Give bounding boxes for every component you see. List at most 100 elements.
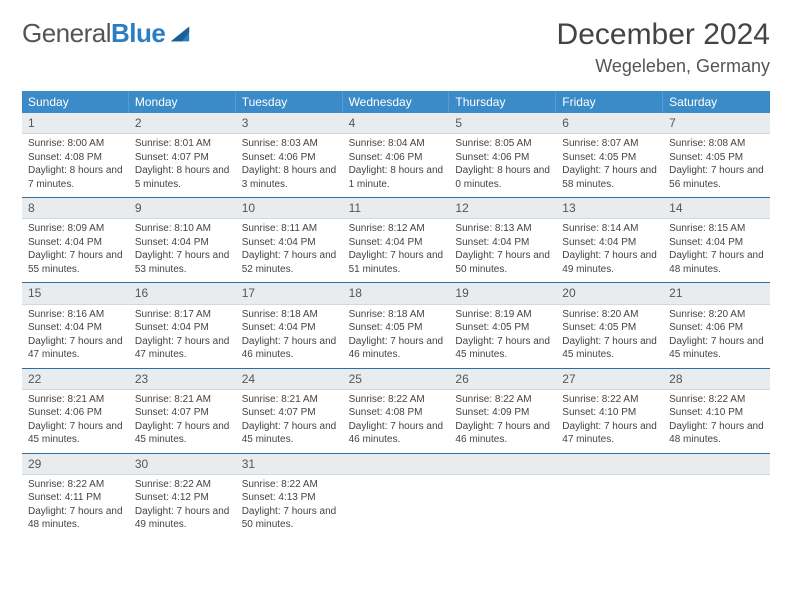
day-number: 12 xyxy=(449,198,556,219)
daylight-text: Daylight: 8 hours and 7 minutes. xyxy=(28,164,123,191)
day-body: Sunrise: 8:20 AMSunset: 4:06 PMDaylight:… xyxy=(663,305,770,368)
sunrise-text: Sunrise: 8:22 AM xyxy=(669,393,764,407)
daylight-text: Daylight: 7 hours and 47 minutes. xyxy=(135,335,230,362)
header: GeneralBlue December 2024 Wegeleben, Ger… xyxy=(22,18,770,77)
sunset-text: Sunset: 4:05 PM xyxy=(669,151,764,165)
day-number: 15 xyxy=(22,283,129,304)
daylight-text: Daylight: 7 hours and 49 minutes. xyxy=(562,249,657,276)
day-number: 31 xyxy=(236,454,343,475)
sunset-text: Sunset: 4:04 PM xyxy=(242,321,337,335)
calendar-day: 27Sunrise: 8:22 AMSunset: 4:10 PMDayligh… xyxy=(556,369,663,453)
day-number: . xyxy=(556,454,663,475)
daylight-text: Daylight: 8 hours and 5 minutes. xyxy=(135,164,230,191)
calendar-day: 29Sunrise: 8:22 AMSunset: 4:11 PMDayligh… xyxy=(22,454,129,538)
day-body: Sunrise: 8:22 AMSunset: 4:10 PMDaylight:… xyxy=(556,390,663,453)
sunrise-text: Sunrise: 8:01 AM xyxy=(135,137,230,151)
day-number: 11 xyxy=(343,198,450,219)
day-body: Sunrise: 8:18 AMSunset: 4:05 PMDaylight:… xyxy=(343,305,450,368)
day-body: Sunrise: 8:16 AMSunset: 4:04 PMDaylight:… xyxy=(22,305,129,368)
day-body: Sunrise: 8:08 AMSunset: 4:05 PMDaylight:… xyxy=(663,134,770,197)
daylight-text: Daylight: 7 hours and 56 minutes. xyxy=(669,164,764,191)
daylight-text: Daylight: 7 hours and 46 minutes. xyxy=(349,335,444,362)
sunrise-text: Sunrise: 8:21 AM xyxy=(28,393,123,407)
daylight-text: Daylight: 7 hours and 48 minutes. xyxy=(28,505,123,532)
sunset-text: Sunset: 4:06 PM xyxy=(669,321,764,335)
day-body: Sunrise: 8:00 AMSunset: 4:08 PMDaylight:… xyxy=(22,134,129,197)
daylight-text: Daylight: 7 hours and 53 minutes. xyxy=(135,249,230,276)
sunset-text: Sunset: 4:08 PM xyxy=(349,406,444,420)
calendar-day: . xyxy=(449,454,556,538)
calendar-day: 26Sunrise: 8:22 AMSunset: 4:09 PMDayligh… xyxy=(449,369,556,453)
calendar-day: 14Sunrise: 8:15 AMSunset: 4:04 PMDayligh… xyxy=(663,198,770,282)
sunset-text: Sunset: 4:04 PM xyxy=(28,236,123,250)
sunrise-text: Sunrise: 8:22 AM xyxy=(349,393,444,407)
calendar-week: 22Sunrise: 8:21 AMSunset: 4:06 PMDayligh… xyxy=(22,369,770,454)
calendar-day: 17Sunrise: 8:18 AMSunset: 4:04 PMDayligh… xyxy=(236,283,343,367)
calendar-day: . xyxy=(663,454,770,538)
day-body: Sunrise: 8:12 AMSunset: 4:04 PMDaylight:… xyxy=(343,219,450,282)
calendar-week: 29Sunrise: 8:22 AMSunset: 4:11 PMDayligh… xyxy=(22,454,770,538)
sunrise-text: Sunrise: 8:09 AM xyxy=(28,222,123,236)
calendar-day: 25Sunrise: 8:22 AMSunset: 4:08 PMDayligh… xyxy=(343,369,450,453)
daylight-text: Daylight: 7 hours and 50 minutes. xyxy=(242,505,337,532)
sunset-text: Sunset: 4:11 PM xyxy=(28,491,123,505)
sunrise-text: Sunrise: 8:07 AM xyxy=(562,137,657,151)
day-body: Sunrise: 8:13 AMSunset: 4:04 PMDaylight:… xyxy=(449,219,556,282)
day-body: Sunrise: 8:04 AMSunset: 4:06 PMDaylight:… xyxy=(343,134,450,197)
sunrise-text: Sunrise: 8:13 AM xyxy=(455,222,550,236)
daylight-text: Daylight: 8 hours and 1 minute. xyxy=(349,164,444,191)
sunset-text: Sunset: 4:04 PM xyxy=(135,236,230,250)
daylight-text: Daylight: 7 hours and 45 minutes. xyxy=(562,335,657,362)
title-block: December 2024 Wegeleben, Germany xyxy=(557,18,770,77)
daylight-text: Daylight: 7 hours and 45 minutes. xyxy=(242,420,337,447)
sunrise-text: Sunrise: 8:22 AM xyxy=(562,393,657,407)
calendar-day: . xyxy=(343,454,450,538)
day-body: Sunrise: 8:10 AMSunset: 4:04 PMDaylight:… xyxy=(129,219,236,282)
day-number: 16 xyxy=(129,283,236,304)
calendar-day: 7Sunrise: 8:08 AMSunset: 4:05 PMDaylight… xyxy=(663,113,770,197)
day-body: Sunrise: 8:05 AMSunset: 4:06 PMDaylight:… xyxy=(449,134,556,197)
sunset-text: Sunset: 4:06 PM xyxy=(242,151,337,165)
day-body: Sunrise: 8:03 AMSunset: 4:06 PMDaylight:… xyxy=(236,134,343,197)
daylight-text: Daylight: 7 hours and 48 minutes. xyxy=(669,249,764,276)
calendar-day: 1Sunrise: 8:00 AMSunset: 4:08 PMDaylight… xyxy=(22,113,129,197)
sunset-text: Sunset: 4:13 PM xyxy=(242,491,337,505)
sunset-text: Sunset: 4:06 PM xyxy=(28,406,123,420)
day-number: 27 xyxy=(556,369,663,390)
calendar-day: 13Sunrise: 8:14 AMSunset: 4:04 PMDayligh… xyxy=(556,198,663,282)
sunrise-text: Sunrise: 8:00 AM xyxy=(28,137,123,151)
sunrise-text: Sunrise: 8:21 AM xyxy=(135,393,230,407)
sunrise-text: Sunrise: 8:19 AM xyxy=(455,308,550,322)
sunrise-text: Sunrise: 8:15 AM xyxy=(669,222,764,236)
brand-part1: General xyxy=(22,18,111,48)
day-body: Sunrise: 8:14 AMSunset: 4:04 PMDaylight:… xyxy=(556,219,663,282)
sunrise-text: Sunrise: 8:14 AM xyxy=(562,222,657,236)
day-body: Sunrise: 8:17 AMSunset: 4:04 PMDaylight:… xyxy=(129,305,236,368)
sunset-text: Sunset: 4:06 PM xyxy=(349,151,444,165)
sunrise-text: Sunrise: 8:21 AM xyxy=(242,393,337,407)
sunset-text: Sunset: 4:06 PM xyxy=(455,151,550,165)
sunset-text: Sunset: 4:04 PM xyxy=(669,236,764,250)
calendar-day: 31Sunrise: 8:22 AMSunset: 4:13 PMDayligh… xyxy=(236,454,343,538)
day-number: 18 xyxy=(343,283,450,304)
day-number: 25 xyxy=(343,369,450,390)
day-number: . xyxy=(343,454,450,475)
day-number: 14 xyxy=(663,198,770,219)
daylight-text: Daylight: 7 hours and 45 minutes. xyxy=(455,335,550,362)
day-number: . xyxy=(663,454,770,475)
weekday-header: Sunday xyxy=(22,91,129,113)
calendar-day: 8Sunrise: 8:09 AMSunset: 4:04 PMDaylight… xyxy=(22,198,129,282)
calendar-day: 28Sunrise: 8:22 AMSunset: 4:10 PMDayligh… xyxy=(663,369,770,453)
daylight-text: Daylight: 7 hours and 52 minutes. xyxy=(242,249,337,276)
sunset-text: Sunset: 4:08 PM xyxy=(28,151,123,165)
day-number: 13 xyxy=(556,198,663,219)
brand-name: GeneralBlue xyxy=(22,18,165,49)
day-number: 8 xyxy=(22,198,129,219)
day-body: Sunrise: 8:19 AMSunset: 4:05 PMDaylight:… xyxy=(449,305,556,368)
sunset-text: Sunset: 4:07 PM xyxy=(242,406,337,420)
sunset-text: Sunset: 4:04 PM xyxy=(455,236,550,250)
day-body: Sunrise: 8:15 AMSunset: 4:04 PMDaylight:… xyxy=(663,219,770,282)
calendar-day: 9Sunrise: 8:10 AMSunset: 4:04 PMDaylight… xyxy=(129,198,236,282)
sunset-text: Sunset: 4:10 PM xyxy=(669,406,764,420)
day-body: Sunrise: 8:21 AMSunset: 4:07 PMDaylight:… xyxy=(236,390,343,453)
